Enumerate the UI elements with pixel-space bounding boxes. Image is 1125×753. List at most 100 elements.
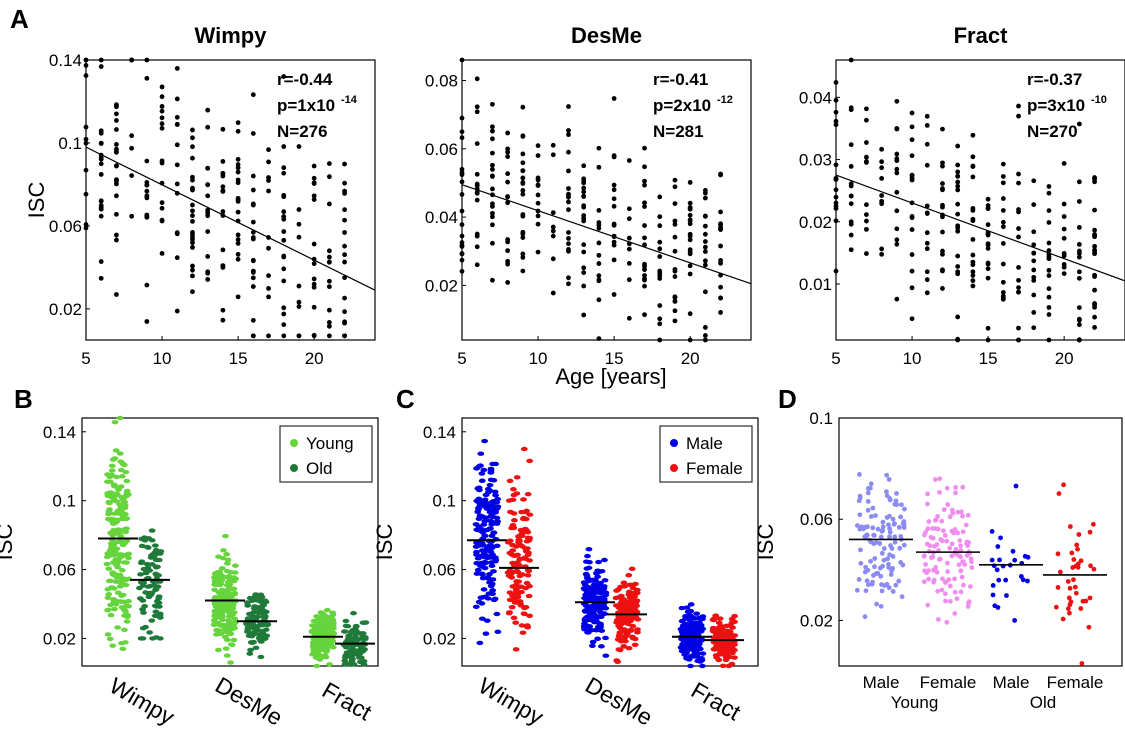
data-point <box>1046 286 1052 292</box>
data-point <box>139 583 147 588</box>
data-point <box>120 627 128 633</box>
data-point <box>970 207 976 213</box>
data-point <box>922 568 928 574</box>
data-point <box>114 211 119 217</box>
data-point <box>848 232 854 238</box>
data-point <box>894 296 900 302</box>
data-point <box>1076 337 1082 343</box>
data-point <box>712 628 720 634</box>
data-points <box>83 57 347 339</box>
data-point <box>220 548 227 553</box>
legend-marker <box>670 464 678 472</box>
stat-n: N=276 <box>277 122 328 141</box>
data-point <box>894 226 900 232</box>
data-point <box>342 252 347 258</box>
data-point <box>256 628 264 633</box>
data-points <box>459 57 723 343</box>
data-point <box>1031 274 1037 280</box>
data-point <box>949 541 955 547</box>
data-point <box>985 275 991 281</box>
data-point <box>953 490 958 496</box>
data-point <box>963 522 969 528</box>
data-point <box>642 182 647 188</box>
data-point <box>222 533 229 539</box>
data-point <box>947 545 953 551</box>
group-panel-c: 0.02 0.06 0.1 0.14 ISC Wimpy DesMe Fract Male Fem… <box>372 417 759 731</box>
data-point <box>1046 184 1052 189</box>
data-point <box>1016 113 1021 119</box>
data-point <box>602 653 610 658</box>
y-tick-label: 0.06 <box>43 561 76 580</box>
data-point <box>522 509 530 515</box>
y-tick-label: 0.02 <box>800 611 833 630</box>
data-point <box>220 189 226 194</box>
data-point <box>114 111 119 117</box>
data-point <box>347 660 355 666</box>
data-point <box>459 179 465 185</box>
data-point <box>886 522 891 528</box>
data-point <box>1076 225 1082 230</box>
data-point <box>871 532 877 538</box>
data-point <box>490 277 495 283</box>
data-point <box>109 533 117 538</box>
data-point <box>243 621 250 627</box>
data-point <box>924 277 930 283</box>
data-point <box>1031 250 1037 256</box>
data-point <box>1074 542 1080 548</box>
data-point <box>864 117 869 123</box>
data-point <box>642 283 647 289</box>
data-point <box>581 185 587 191</box>
data-point <box>924 230 930 236</box>
data-point <box>1053 604 1059 610</box>
data-point <box>901 522 907 527</box>
data-point <box>505 154 511 160</box>
data-point <box>244 603 252 608</box>
data-point <box>968 584 973 589</box>
data-point <box>250 606 258 611</box>
data-point <box>324 619 332 625</box>
data-point <box>98 213 104 219</box>
data-point <box>642 235 647 241</box>
data-point <box>937 489 942 495</box>
data-point <box>137 572 144 577</box>
data-point <box>159 84 165 90</box>
data-point <box>190 232 195 238</box>
data-point <box>1065 579 1071 584</box>
data-point <box>657 321 663 327</box>
data-point <box>925 491 930 497</box>
data-point <box>713 655 721 660</box>
data-point <box>833 109 839 115</box>
data-point <box>296 221 302 227</box>
data-point <box>489 588 497 593</box>
data-point <box>583 624 591 630</box>
data-point <box>138 536 146 542</box>
data-point <box>250 270 256 275</box>
series-points-male <box>472 438 502 646</box>
data-point <box>232 563 239 568</box>
data-point <box>550 256 556 262</box>
data-point <box>535 182 541 188</box>
data-point <box>159 121 165 127</box>
data-point <box>220 209 226 214</box>
data-point <box>955 211 961 217</box>
data-point <box>509 542 516 548</box>
data-point <box>955 183 961 189</box>
data-point <box>235 209 241 215</box>
data-point <box>958 589 964 595</box>
data-point <box>566 230 571 235</box>
data-point <box>634 617 642 622</box>
data-point <box>612 595 620 601</box>
series-points-young <box>210 533 240 665</box>
y-tick-label: 0.03 <box>799 151 832 170</box>
data-point <box>695 639 703 644</box>
data-point <box>151 543 159 548</box>
data-point <box>1000 241 1006 246</box>
data-point <box>634 627 641 632</box>
data-point <box>615 633 623 639</box>
data-point <box>1055 551 1061 557</box>
data-point <box>474 109 480 115</box>
data-point <box>854 523 860 528</box>
data-point <box>848 201 854 207</box>
data-point <box>524 573 532 578</box>
data-point <box>266 147 271 153</box>
